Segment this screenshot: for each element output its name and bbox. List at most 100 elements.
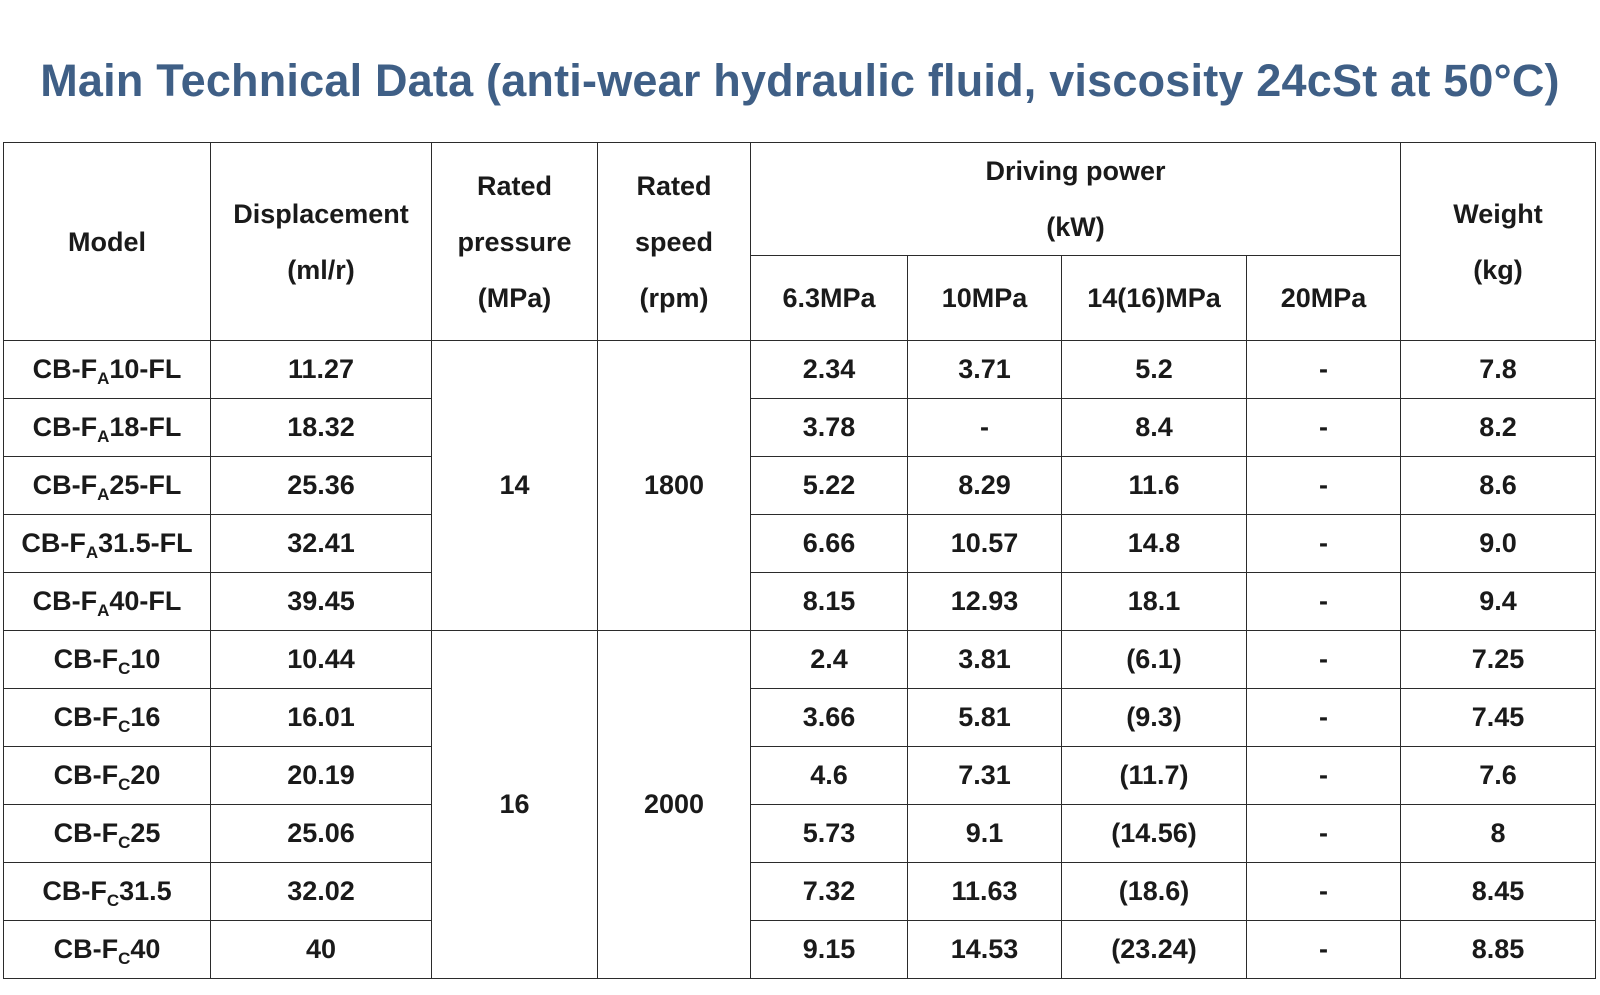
table-row: CB-FC25 25.06 5.73 9.1 (14.56) -8 [3,804,1597,863]
power-14-16mpa-cell: 5.2 [1061,340,1247,399]
power-10mpa-cell: 3.71 [907,340,1062,399]
power-10mpa-cell: 5.81 [907,688,1062,747]
rated-pressure-cell: 16 [431,630,598,979]
header-power-10mpa: 10MPa [907,255,1062,341]
power-6-3mpa-cell: 8.15 [750,572,908,631]
displacement-cell: 25.36 [210,456,432,515]
power-20mpa-cell: - [1245,572,1402,631]
power-20mpa-cell: - [1245,804,1402,863]
table-row: CB-FC20 20.19 4.6 7.31 (11.7) -7.6 [3,746,1597,805]
weight-cell: 8.85 [1400,920,1597,979]
power-6-3mpa-cell: 6.66 [750,514,908,573]
weight-cell: 7.45 [1400,688,1597,747]
model-cell: CB-FC16 [3,688,211,747]
power-14-16mpa-cell: (18.6) [1061,862,1247,921]
header-power-14-16mpa: 14(16)MPa [1061,255,1247,341]
model-cell: CB-FA40-FL [3,572,211,631]
table-row: CB-FC31.5 32.02 7.32 11.63 (18.6) -8.45 [3,862,1597,921]
displacement-cell: 10.44 [210,630,432,689]
model-suffix: 25-FL [109,470,182,500]
table-row: CB-FC10 10.44 16 2000 2.4 3.81 (6.1) -7.25 [3,630,1597,979]
power-14-16mpa-cell: (9.3) [1061,688,1247,747]
weight-cell: 7.6 [1400,746,1597,805]
model-prefix: CB-F [42,876,107,906]
model-prefix: CB-F [53,818,119,848]
weight-cell: 8.2 [1400,398,1597,457]
power-14-16mpa-cell: (23.24) [1061,920,1247,979]
power-14-16mpa-cell: (14.56) [1061,804,1247,863]
table-row: CB-FA10-FL 11.27 14 1800 2.34 3.71 5.2-7.8 [3,340,1597,631]
model-suffix: 31.5-FL [98,528,193,558]
displacement-cell: 16.01 [210,688,432,747]
power-20mpa-cell: - [1245,398,1402,457]
model-suffix: 25 [130,818,161,848]
power-6-3mpa-cell: 3.66 [750,688,908,747]
model-subscript: A [97,427,110,446]
rated-pressure-cell: 14 [431,340,598,631]
model-suffix: 40 [130,934,161,964]
model-prefix: CB-F [32,354,98,384]
model-prefix: CB-F [53,702,119,732]
header-speed-line2: speed [634,226,714,257]
model-cell: CB-FA31.5-FL [3,514,211,573]
table-row: CB-FC40 40 9.15 14.53 (23.24) -8.85 [3,920,1597,979]
header-speed-line1: Rated [636,170,712,201]
power-10mpa-cell: 3.81 [907,630,1062,689]
header-rated-speed: Rated speed (rpm) [597,142,751,341]
header-power-label: Driving power [985,156,1166,186]
rated-speed-cell: 1800 [597,340,751,631]
displacement-cell: 11.27 [210,340,432,399]
model-subscript: C [118,949,131,968]
header-pressure-line1: Rated [476,170,552,201]
power-10mpa-cell: 8.29 [907,456,1062,515]
model-prefix: CB-F [21,528,86,558]
model-suffix: 20 [130,760,161,790]
model-suffix: 10-FL [109,354,182,384]
power-10mpa-cell: - [907,398,1062,457]
power-6-3mpa-cell: 5.73 [750,804,908,863]
model-subscript: C [118,659,131,678]
displacement-cell: 25.06 [210,804,432,863]
weight-cell: 8 [1400,804,1597,863]
power-10mpa-cell: 14.53 [907,920,1062,979]
header-pressure-line2: pressure [457,226,572,257]
model-cell: CB-FA18-FL [3,398,211,457]
model-prefix: CB-F [53,934,119,964]
power-14-16mpa-cell: 11.6 [1061,456,1247,515]
power-10mpa-cell: 7.31 [907,746,1062,805]
header-model: Model [3,142,211,341]
power-20mpa-cell: - [1245,340,1402,399]
header-pressure-unit: (MPa) [477,282,552,313]
power-14-16mpa-cell: 18.1 [1061,572,1247,631]
model-cell: CB-FC10 [3,630,211,689]
header-displacement-label: Displacement [233,198,409,229]
model-subscript: A [97,601,110,620]
model-prefix: CB-F [32,586,98,616]
power-6-3mpa-cell: 7.32 [750,862,908,921]
power-20mpa-cell: - [1245,630,1402,689]
power-6-3mpa-cell: 4.6 [750,746,908,805]
power-20mpa-cell: - [1245,514,1402,573]
power-14-16mpa-cell: (11.7) [1061,746,1247,805]
model-subscript: C [106,891,120,910]
power-20mpa-cell: - [1245,688,1402,747]
model-cell: CB-FA10-FL [3,340,211,399]
power-14-16mpa-cell: (6.1) [1061,630,1247,689]
model-prefix: CB-F [53,644,119,674]
header-driving-power: Driving power (kW) [749,142,1402,256]
header-weight-unit: (kg) [1473,254,1523,285]
power-6-3mpa-cell: 9.15 [750,920,908,979]
header-model-label: Model [68,226,146,257]
power-10mpa-cell: 9.1 [907,804,1062,863]
header-speed-unit: (rpm) [639,282,709,313]
model-cell: CB-FA25-FL [3,456,211,515]
power-20mpa-cell: - [1245,862,1402,921]
weight-cell: 7.8 [1400,340,1597,399]
displacement-cell: 32.02 [210,862,432,921]
displacement-cell: 32.41 [210,514,432,573]
technical-data-table: Model Displacement (ml/r) Rated pressure… [3,142,1597,979]
model-subscript: C [118,717,131,736]
power-6-3mpa-cell: 2.34 [750,340,908,399]
model-prefix: CB-F [32,470,98,500]
model-subscript: A [97,369,110,388]
